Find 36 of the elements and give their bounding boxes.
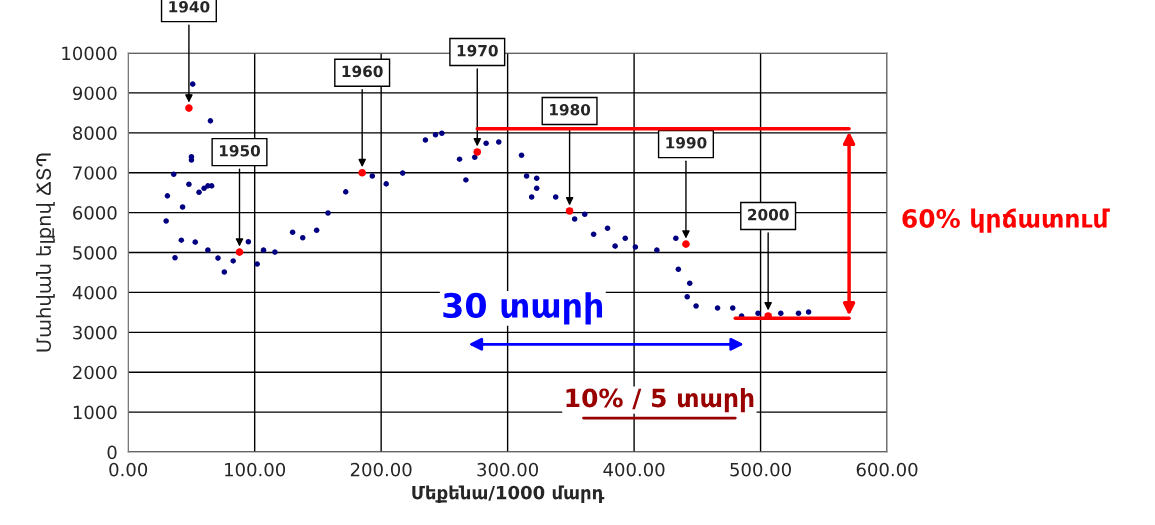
y-tick-label: 1000	[73, 405, 117, 420]
point	[565, 207, 574, 215]
point	[473, 148, 482, 156]
annotation: 2000	[748, 208, 789, 221]
x-tick-label: 500.00	[730, 462, 791, 477]
y-tick-label: 5000	[73, 245, 117, 260]
y-tick-label: 3000	[73, 325, 117, 340]
annotation: 1950	[219, 145, 261, 157]
x-axis-title: Մեքենա/1000 մարդ	[412, 485, 605, 503]
y-tick-label: 0	[107, 445, 117, 460]
y-tick-label: 4000	[72, 285, 117, 300]
point	[682, 240, 690, 248]
annotation: 1940	[169, 0, 210, 13]
point	[185, 104, 193, 112]
point	[358, 168, 366, 177]
y-tick-label: 2000	[73, 365, 117, 380]
x-tick-label: 0.00	[109, 462, 148, 477]
y-tick-label: 10000	[62, 46, 117, 61]
annotation: 30 տարի	[443, 292, 603, 325]
annotation: 1960	[342, 65, 383, 78]
x-tick-label: 100.00	[225, 462, 286, 477]
annotation: 1970	[457, 44, 498, 57]
annotation: 1990	[666, 137, 707, 149]
x-tick-label: 200.00	[350, 462, 412, 477]
y-tick-label: 7000	[73, 166, 117, 180]
y-tick-label: 8000	[73, 126, 117, 140]
annotation: 1980	[550, 103, 591, 116]
x-tick-label: 400.00	[603, 462, 665, 477]
annotation: 10% / 5 տարի	[566, 388, 754, 413]
y-tick-label: 6000	[73, 206, 117, 220]
x-tick-label: 600.00	[856, 462, 918, 477]
text: 60% կրճատում	[902, 208, 1110, 233]
y-tick-label: 9000	[72, 86, 117, 101]
y-axis-title: Մահվան ելքով ՃՏՊ	[35, 153, 55, 352]
point	[235, 248, 244, 256]
x-tick-label: 300.00	[477, 462, 539, 477]
